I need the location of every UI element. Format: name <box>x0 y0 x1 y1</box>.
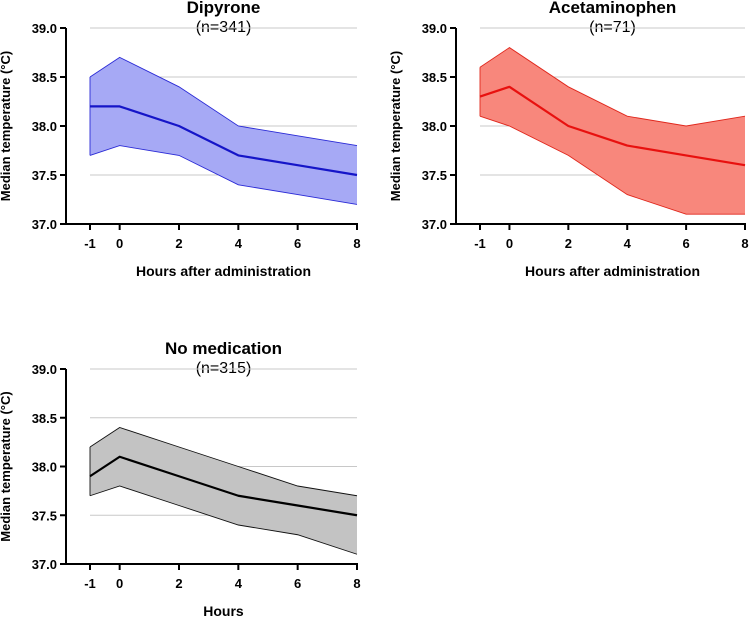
chart-title: Acetaminophen <box>549 0 677 17</box>
upper-bound-line <box>89 56 358 147</box>
y-tick-label: 37.0 <box>32 557 57 572</box>
y-tick-label: 37.5 <box>32 508 57 523</box>
lower-bound-line <box>479 115 745 215</box>
median-line <box>89 455 358 517</box>
lower-bound-line <box>89 485 358 555</box>
y-tick-label: 38.0 <box>32 460 57 475</box>
y-tick-label: 37.0 <box>32 217 57 232</box>
chart-panel-3: No medication(n=315)37.037.538.038.539.0… <box>0 339 361 617</box>
x-tick-label: 4 <box>624 236 632 251</box>
x-tick-label: 6 <box>294 236 301 251</box>
y-tick-label: 37.0 <box>422 217 447 232</box>
x-axis-label: Hours <box>203 603 244 617</box>
x-tick-label: -1 <box>84 236 96 251</box>
y-axis-label: Median temperature (°C) <box>0 391 13 541</box>
x-tick-label: 0 <box>116 236 123 251</box>
median-line <box>479 85 746 167</box>
x-tick-label: 2 <box>175 576 182 591</box>
x-axis-label: Hours after administration <box>525 263 700 279</box>
x-tick-label: 6 <box>682 236 689 251</box>
y-tick-label: 39.0 <box>32 21 57 36</box>
y-axis-label: Median temperature (°C) <box>0 51 13 201</box>
y-tick-label: 37.5 <box>32 168 57 183</box>
chart-title: No medication <box>165 339 282 358</box>
y-tick-label: 38.5 <box>32 411 57 426</box>
x-tick-label: 8 <box>353 236 360 251</box>
x-tick-label: 6 <box>294 576 301 591</box>
y-tick-label: 37.5 <box>422 168 447 183</box>
upper-bound-line <box>89 427 358 497</box>
x-tick-label: 0 <box>506 236 513 251</box>
x-tick-label: 8 <box>353 576 360 591</box>
confidence-band <box>480 47 745 215</box>
y-tick-label: 38.5 <box>32 70 57 85</box>
y-tick-label: 38.0 <box>422 119 447 134</box>
x-tick-label: 8 <box>741 236 748 251</box>
median-line <box>90 105 358 177</box>
y-tick-label: 39.0 <box>32 362 57 377</box>
y-tick-label: 38.5 <box>422 70 447 85</box>
chart-title: Dipyrone <box>187 0 261 17</box>
x-tick-label: 4 <box>235 236 243 251</box>
x-axis-label: Hours after administration <box>136 263 311 279</box>
confidence-band <box>90 57 357 205</box>
lower-bound-line <box>89 145 358 205</box>
x-tick-label: -1 <box>84 576 96 591</box>
upper-bound-line <box>479 47 746 127</box>
y-tick-label: 38.0 <box>32 119 57 134</box>
chart-panel-2: Acetaminophen(n=71)37.037.538.038.539.0-… <box>388 0 749 279</box>
x-tick-label: 0 <box>116 576 123 591</box>
x-tick-label: 2 <box>175 236 182 251</box>
x-tick-label: 4 <box>235 576 243 591</box>
x-tick-label: -1 <box>474 236 486 251</box>
y-tick-label: 39.0 <box>422 21 447 36</box>
y-axis-label: Median temperature (°C) <box>388 51 403 201</box>
chart-panel-1: Dipyrone(n=341)37.037.538.038.539.0-1 0 2 4… <box>0 0 361 279</box>
x-tick-label: 2 <box>565 236 572 251</box>
